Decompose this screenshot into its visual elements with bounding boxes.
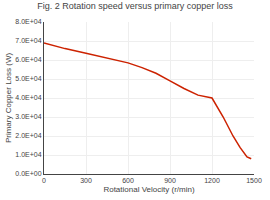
svg-text:2.0E+04: 2.0E+04	[15, 132, 41, 139]
svg-text:8.0E+04: 8.0E+04	[15, 18, 41, 25]
svg-text:1500: 1500	[246, 177, 262, 184]
svg-text:5.0E+04: 5.0E+04	[15, 75, 41, 82]
svg-text:900: 900	[164, 177, 176, 184]
svg-text:Rotational Velocity (r/min): Rotational Velocity (r/min)	[103, 185, 194, 194]
svg-text:3.0E+04: 3.0E+04	[15, 113, 41, 120]
svg-text:6.0E+04: 6.0E+04	[15, 56, 41, 63]
svg-text:7.0E+04: 7.0E+04	[15, 37, 41, 44]
svg-text:1200: 1200	[204, 177, 220, 184]
svg-text:1.0E+04: 1.0E+04	[15, 151, 41, 158]
svg-text:0: 0	[42, 177, 46, 184]
svg-text:Fig. 2 Rotation speed versus p: Fig. 2 Rotation speed versus primary cop…	[37, 1, 233, 11]
svg-text:4.0E+04: 4.0E+04	[15, 94, 41, 101]
svg-text:600: 600	[122, 177, 134, 184]
svg-text:0.0E+00: 0.0E+00	[15, 170, 41, 177]
svg-text:300: 300	[80, 177, 92, 184]
svg-text:Primary Copper Loss (W): Primary Copper Loss (W)	[4, 53, 13, 144]
